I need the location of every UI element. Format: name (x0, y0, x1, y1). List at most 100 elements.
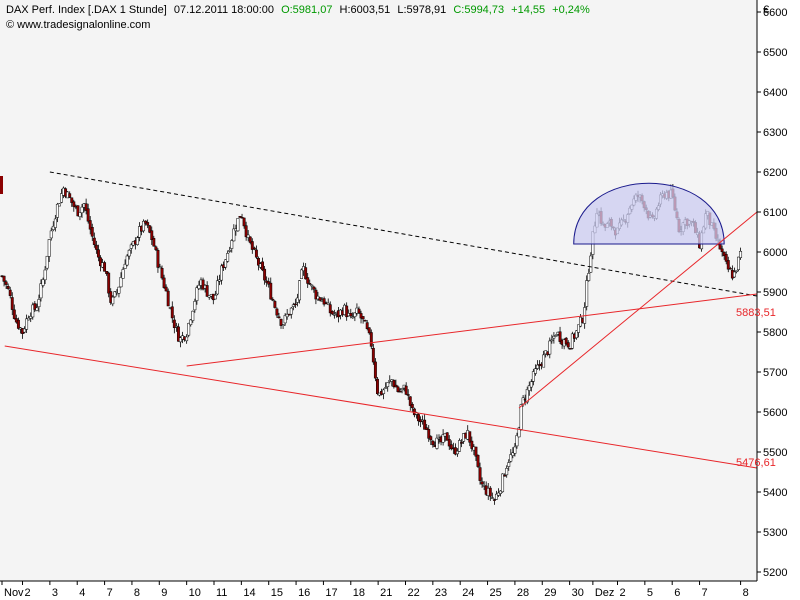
candle-body (529, 381, 533, 388)
candle-body (392, 380, 396, 387)
candle-body (304, 267, 308, 280)
candle-body (577, 324, 580, 333)
candle-body (160, 268, 164, 279)
candle-body (384, 387, 388, 389)
candle-body (505, 468, 509, 476)
candle-body (125, 255, 129, 266)
candle-body (568, 348, 572, 350)
candle-body (152, 238, 156, 247)
candle-body (737, 256, 740, 270)
candle-body (10, 297, 14, 310)
candle-body (27, 317, 31, 321)
candle-body (246, 234, 250, 238)
header-change: +14,55 (511, 4, 545, 16)
candle-body (308, 283, 312, 285)
candle-body (166, 290, 170, 307)
candle-body (585, 280, 589, 307)
candle-body (449, 444, 453, 450)
x-tick-label: 8 (134, 587, 140, 599)
candle-body (371, 347, 375, 363)
x-tick-label: Nov (4, 587, 24, 599)
candle-body (470, 440, 474, 449)
candle-body (499, 490, 502, 494)
candle-body (23, 328, 27, 333)
y-tick-label: 5900 (763, 287, 787, 299)
candle-body (587, 273, 591, 281)
candle-body (548, 340, 552, 355)
candle-body (728, 268, 732, 270)
candle-body (45, 255, 49, 269)
candle-body (349, 313, 353, 317)
candle-body (427, 429, 431, 439)
candle-body (162, 277, 166, 288)
candle-body (248, 236, 252, 243)
candle-body (396, 386, 400, 392)
candle-body (43, 269, 47, 281)
candle-body (197, 284, 201, 289)
candle-body (193, 301, 197, 311)
candle-body (519, 404, 523, 430)
candle-body (476, 454, 480, 467)
candle-body (138, 226, 141, 238)
candle-body (589, 255, 593, 273)
candle-body (382, 389, 386, 394)
candle-body (400, 388, 404, 390)
candle-body (314, 289, 318, 300)
y-tick-label: 6300 (763, 127, 787, 139)
candle-body (78, 212, 82, 217)
candle-body (361, 316, 365, 320)
candle-body (250, 241, 254, 250)
header-line: DAX Perf. Index [.DAX 1 Stunde] 07.12.20… (6, 4, 590, 16)
candle-body (429, 436, 433, 441)
candle-body (398, 390, 402, 393)
candle-body (531, 371, 535, 382)
candle-body (460, 442, 464, 444)
candle-body (107, 272, 111, 294)
candle-body (404, 385, 408, 395)
x-tick-label: 29 (544, 587, 556, 599)
candle-body (129, 244, 133, 249)
candle-body (51, 225, 55, 230)
candle-body (257, 258, 260, 266)
x-tick-label: 16 (298, 587, 310, 599)
steep-trendline (518, 211, 758, 409)
candle-body (386, 382, 390, 388)
candle-body (228, 250, 232, 252)
candle-body (57, 203, 61, 207)
header-close: C:5994,73 (453, 4, 504, 16)
candle-body (187, 323, 191, 336)
price-annotation: 5476,61 (736, 457, 776, 469)
y-tick-label: 5300 (763, 527, 787, 539)
candle-body (53, 218, 57, 228)
candle-body (456, 450, 459, 455)
candle-body (172, 319, 176, 328)
candle-body (31, 304, 35, 318)
x-tick-label: 11 (216, 587, 227, 599)
candle-body (542, 354, 546, 368)
candle-body (375, 378, 379, 395)
candle-body (179, 337, 182, 343)
candle-body (88, 220, 92, 230)
candle-body (533, 368, 537, 374)
candle-body (564, 337, 568, 345)
candle-body (174, 325, 178, 328)
candle-body (453, 447, 457, 455)
candle-body (80, 206, 84, 214)
header-instrument: DAX Perf. Index [.DAX 1 Stunde] (6, 4, 167, 16)
candle-body (536, 364, 539, 369)
candle-body (232, 228, 236, 242)
candle-body (29, 316, 33, 319)
candle-body (445, 432, 449, 441)
candle-body (39, 283, 43, 299)
candle-body (242, 217, 246, 227)
price-annotation: 5883,51 (736, 307, 776, 319)
candle-body (113, 291, 117, 298)
candle-body (312, 286, 316, 290)
middle-trendline (186, 293, 758, 367)
candle-body (226, 253, 230, 262)
y-tick-label: 5500 (763, 447, 787, 459)
candle-body (552, 335, 556, 339)
candle-body (238, 216, 242, 218)
candle-body (441, 434, 445, 443)
